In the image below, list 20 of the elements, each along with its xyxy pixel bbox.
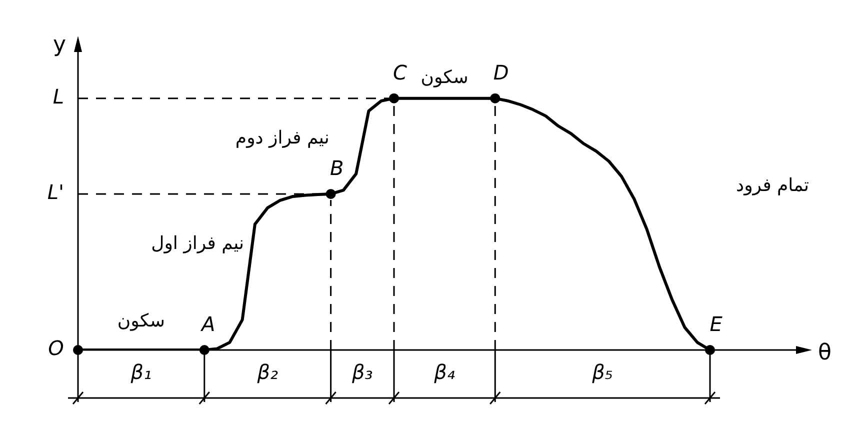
text: β₅	[591, 360, 613, 384]
ref-line-label: L	[52, 84, 64, 109]
text: D	[493, 60, 509, 85]
ref-line-label: L'	[47, 180, 64, 204]
text: β₃	[351, 360, 373, 384]
annotation: B	[330, 156, 344, 180]
annotation: نیم فراز اول	[151, 232, 244, 254]
text: β₂	[256, 360, 278, 384]
y-axis-title: y	[52, 32, 66, 58]
text: سکون	[420, 66, 468, 88]
annotation: سکون	[117, 310, 165, 332]
text: C	[393, 60, 408, 85]
x-axis-title: θ	[818, 340, 832, 366]
text: β₄	[433, 360, 455, 384]
annotation: نیم فراز دوم	[235, 127, 330, 148]
text: O	[48, 336, 64, 360]
text: β₁	[130, 360, 152, 384]
text: تمام فرود	[736, 175, 810, 196]
annotation: A	[200, 312, 216, 336]
annotation: E	[710, 312, 723, 336]
